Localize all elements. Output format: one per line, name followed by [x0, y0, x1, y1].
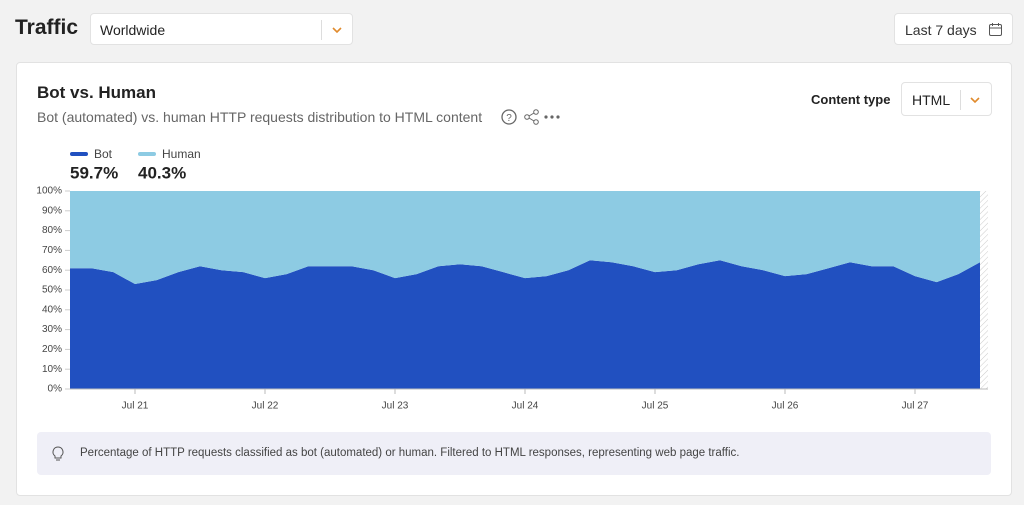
legend-swatch	[70, 152, 88, 156]
legend-label: Human	[162, 147, 201, 161]
calendar-icon	[989, 23, 1002, 36]
filter-value: HTML	[912, 92, 951, 108]
content-type-select[interactable]: HTML	[901, 82, 992, 116]
legend-label: Bot	[94, 147, 113, 161]
x-tick-label: Jul 26	[772, 401, 799, 412]
incomplete-region	[980, 191, 988, 389]
x-tick-label: Jul 22	[252, 401, 279, 412]
location-value: Worldwide	[100, 22, 166, 38]
filter-label: Content type	[811, 92, 891, 107]
legend-share: 59.7%	[70, 163, 118, 182]
legend-swatch	[138, 152, 156, 156]
y-tick-label: 30%	[42, 324, 62, 335]
y-tick-label: 40%	[42, 304, 62, 315]
divider	[321, 20, 322, 40]
card-title: Bot vs. Human	[37, 83, 157, 102]
y-tick-label: 10%	[42, 364, 62, 375]
y-tick-label: 20%	[42, 344, 62, 355]
chevron	[332, 27, 342, 34]
chevron	[970, 97, 980, 104]
y-tick-label: 70%	[42, 245, 62, 256]
range-value: Last 7 days	[905, 22, 977, 38]
x-tick-label: Jul 25	[642, 401, 669, 412]
x-tick-label: Jul 24	[512, 401, 539, 412]
y-tick-label: 50%	[42, 285, 62, 296]
note: Percentage of HTTP requests classified a…	[80, 447, 740, 459]
y-tick-label: 90%	[42, 205, 62, 216]
x-tick-label: Jul 27	[902, 401, 929, 412]
y-tick-label: 0%	[48, 384, 63, 395]
card-icons[interactable]: ?	[500, 107, 564, 127]
area	[70, 191, 980, 285]
range-select[interactable]: Last 7 days	[894, 13, 1013, 45]
y-tick-label: 60%	[42, 265, 62, 276]
divider	[960, 90, 961, 110]
page-title: Traffic	[15, 16, 79, 39]
legend-share: 40.3%	[138, 163, 186, 182]
area	[70, 260, 980, 389]
x-tick-label: Jul 21	[122, 401, 149, 412]
y-tick-label: 80%	[42, 225, 62, 236]
note-box: Percentage of HTTP requests classified a…	[37, 432, 991, 475]
svg-text:?: ?	[506, 113, 512, 124]
card-subtitle: Bot (automated) vs. human HTTP requests …	[37, 109, 483, 125]
location-select[interactable]: Worldwide	[90, 13, 353, 45]
y-tick-label: 100%	[36, 186, 62, 197]
x-tick-label: Jul 23	[382, 401, 409, 412]
bulb-icon	[52, 446, 64, 461]
